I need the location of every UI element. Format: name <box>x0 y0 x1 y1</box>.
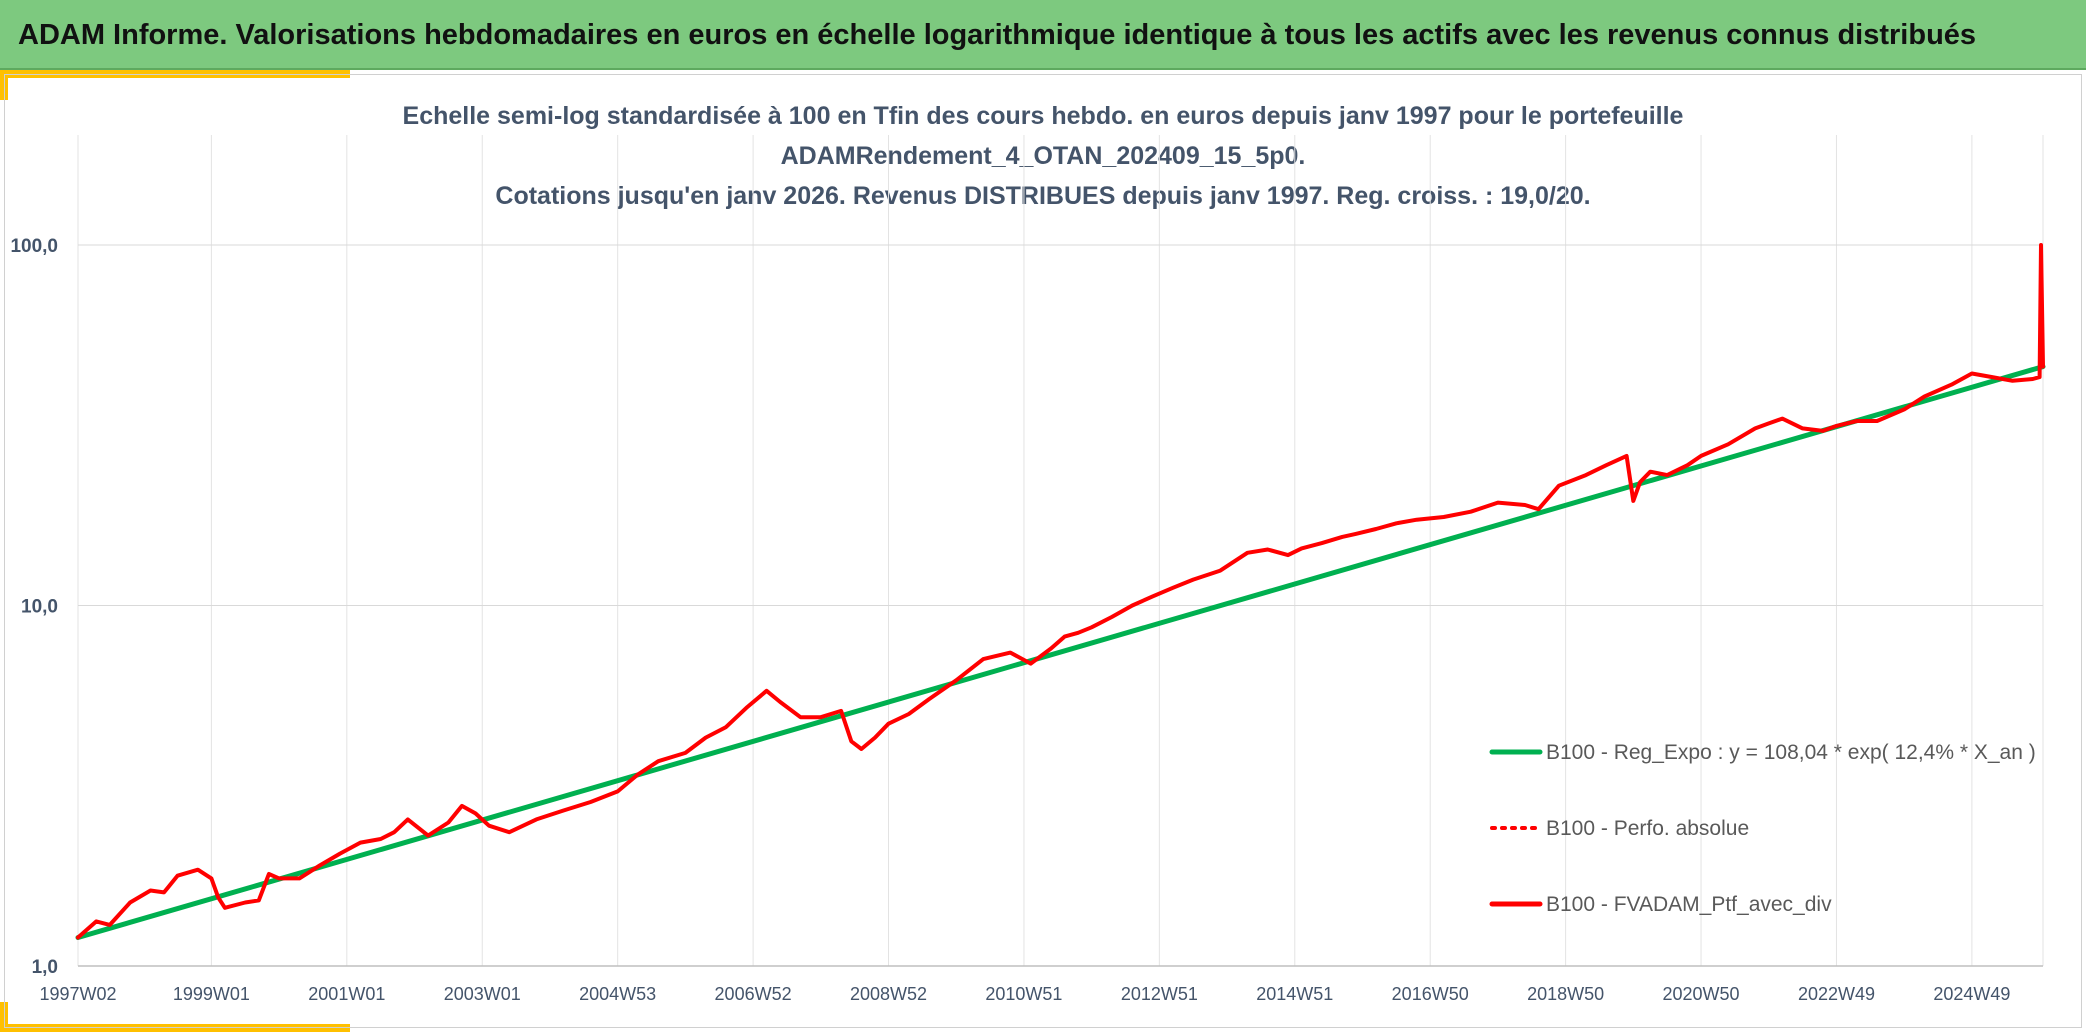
legend-label: B100 - Perfo. absolue <box>1546 817 1749 840</box>
page-title: ADAM Informe. Valorisations hebdomadaire… <box>18 19 1977 51</box>
header-bar: ADAM Informe. Valorisations hebdomadaire… <box>0 0 2086 70</box>
y-tick-label: 1,0 <box>32 957 58 978</box>
chart-area-border <box>4 74 2082 1028</box>
y-tick-label: 10,0 <box>21 597 58 618</box>
x-tick-label: 2016W50 <box>1392 984 1469 1004</box>
portfolio-line <box>76 243 2045 940</box>
y-tick-label: 100,0 <box>10 236 58 257</box>
accent-bar-bottom <box>0 1024 350 1032</box>
x-tick-label: 1999W01 <box>173 984 250 1004</box>
x-tick-label: 2014W51 <box>1256 984 1333 1004</box>
x-tick-label: 2001W01 <box>308 984 385 1004</box>
legend-label: B100 - FVADAM_Ptf_avec_div <box>1546 893 1832 916</box>
x-tick-label: 2004W53 <box>579 984 656 1004</box>
x-tick-label: 2006W52 <box>715 984 792 1004</box>
chart-subtitle-line-3: Cotations jusqu'en janv 2026. Revenus DI… <box>495 182 1591 210</box>
legend-label: B100 - Reg_Expo : y = 108,04 * exp( 12,4… <box>1546 741 2036 764</box>
x-tick-label: 2010W51 <box>985 984 1062 1004</box>
chart-subtitle-line-1: Echelle semi-log standardisée à 100 en T… <box>402 102 1684 130</box>
chart-subtitle-line-2: ADAMRendement_4_OTAN_202409_15_5p0. <box>780 142 1306 170</box>
x-tick-label: 2012W51 <box>1121 984 1198 1004</box>
x-tick-label: 2022W49 <box>1798 984 1875 1004</box>
x-tick-label: 2018W50 <box>1527 984 1604 1004</box>
x-tick-label: 1997W02 <box>39 984 116 1004</box>
x-tick-label: 2020W50 <box>1663 984 1740 1004</box>
x-tick-label: 2003W01 <box>444 984 521 1004</box>
regression-line <box>75 364 2046 940</box>
x-tick-label: 2008W52 <box>850 984 927 1004</box>
x-tick-label: 2024W49 <box>1933 984 2010 1004</box>
